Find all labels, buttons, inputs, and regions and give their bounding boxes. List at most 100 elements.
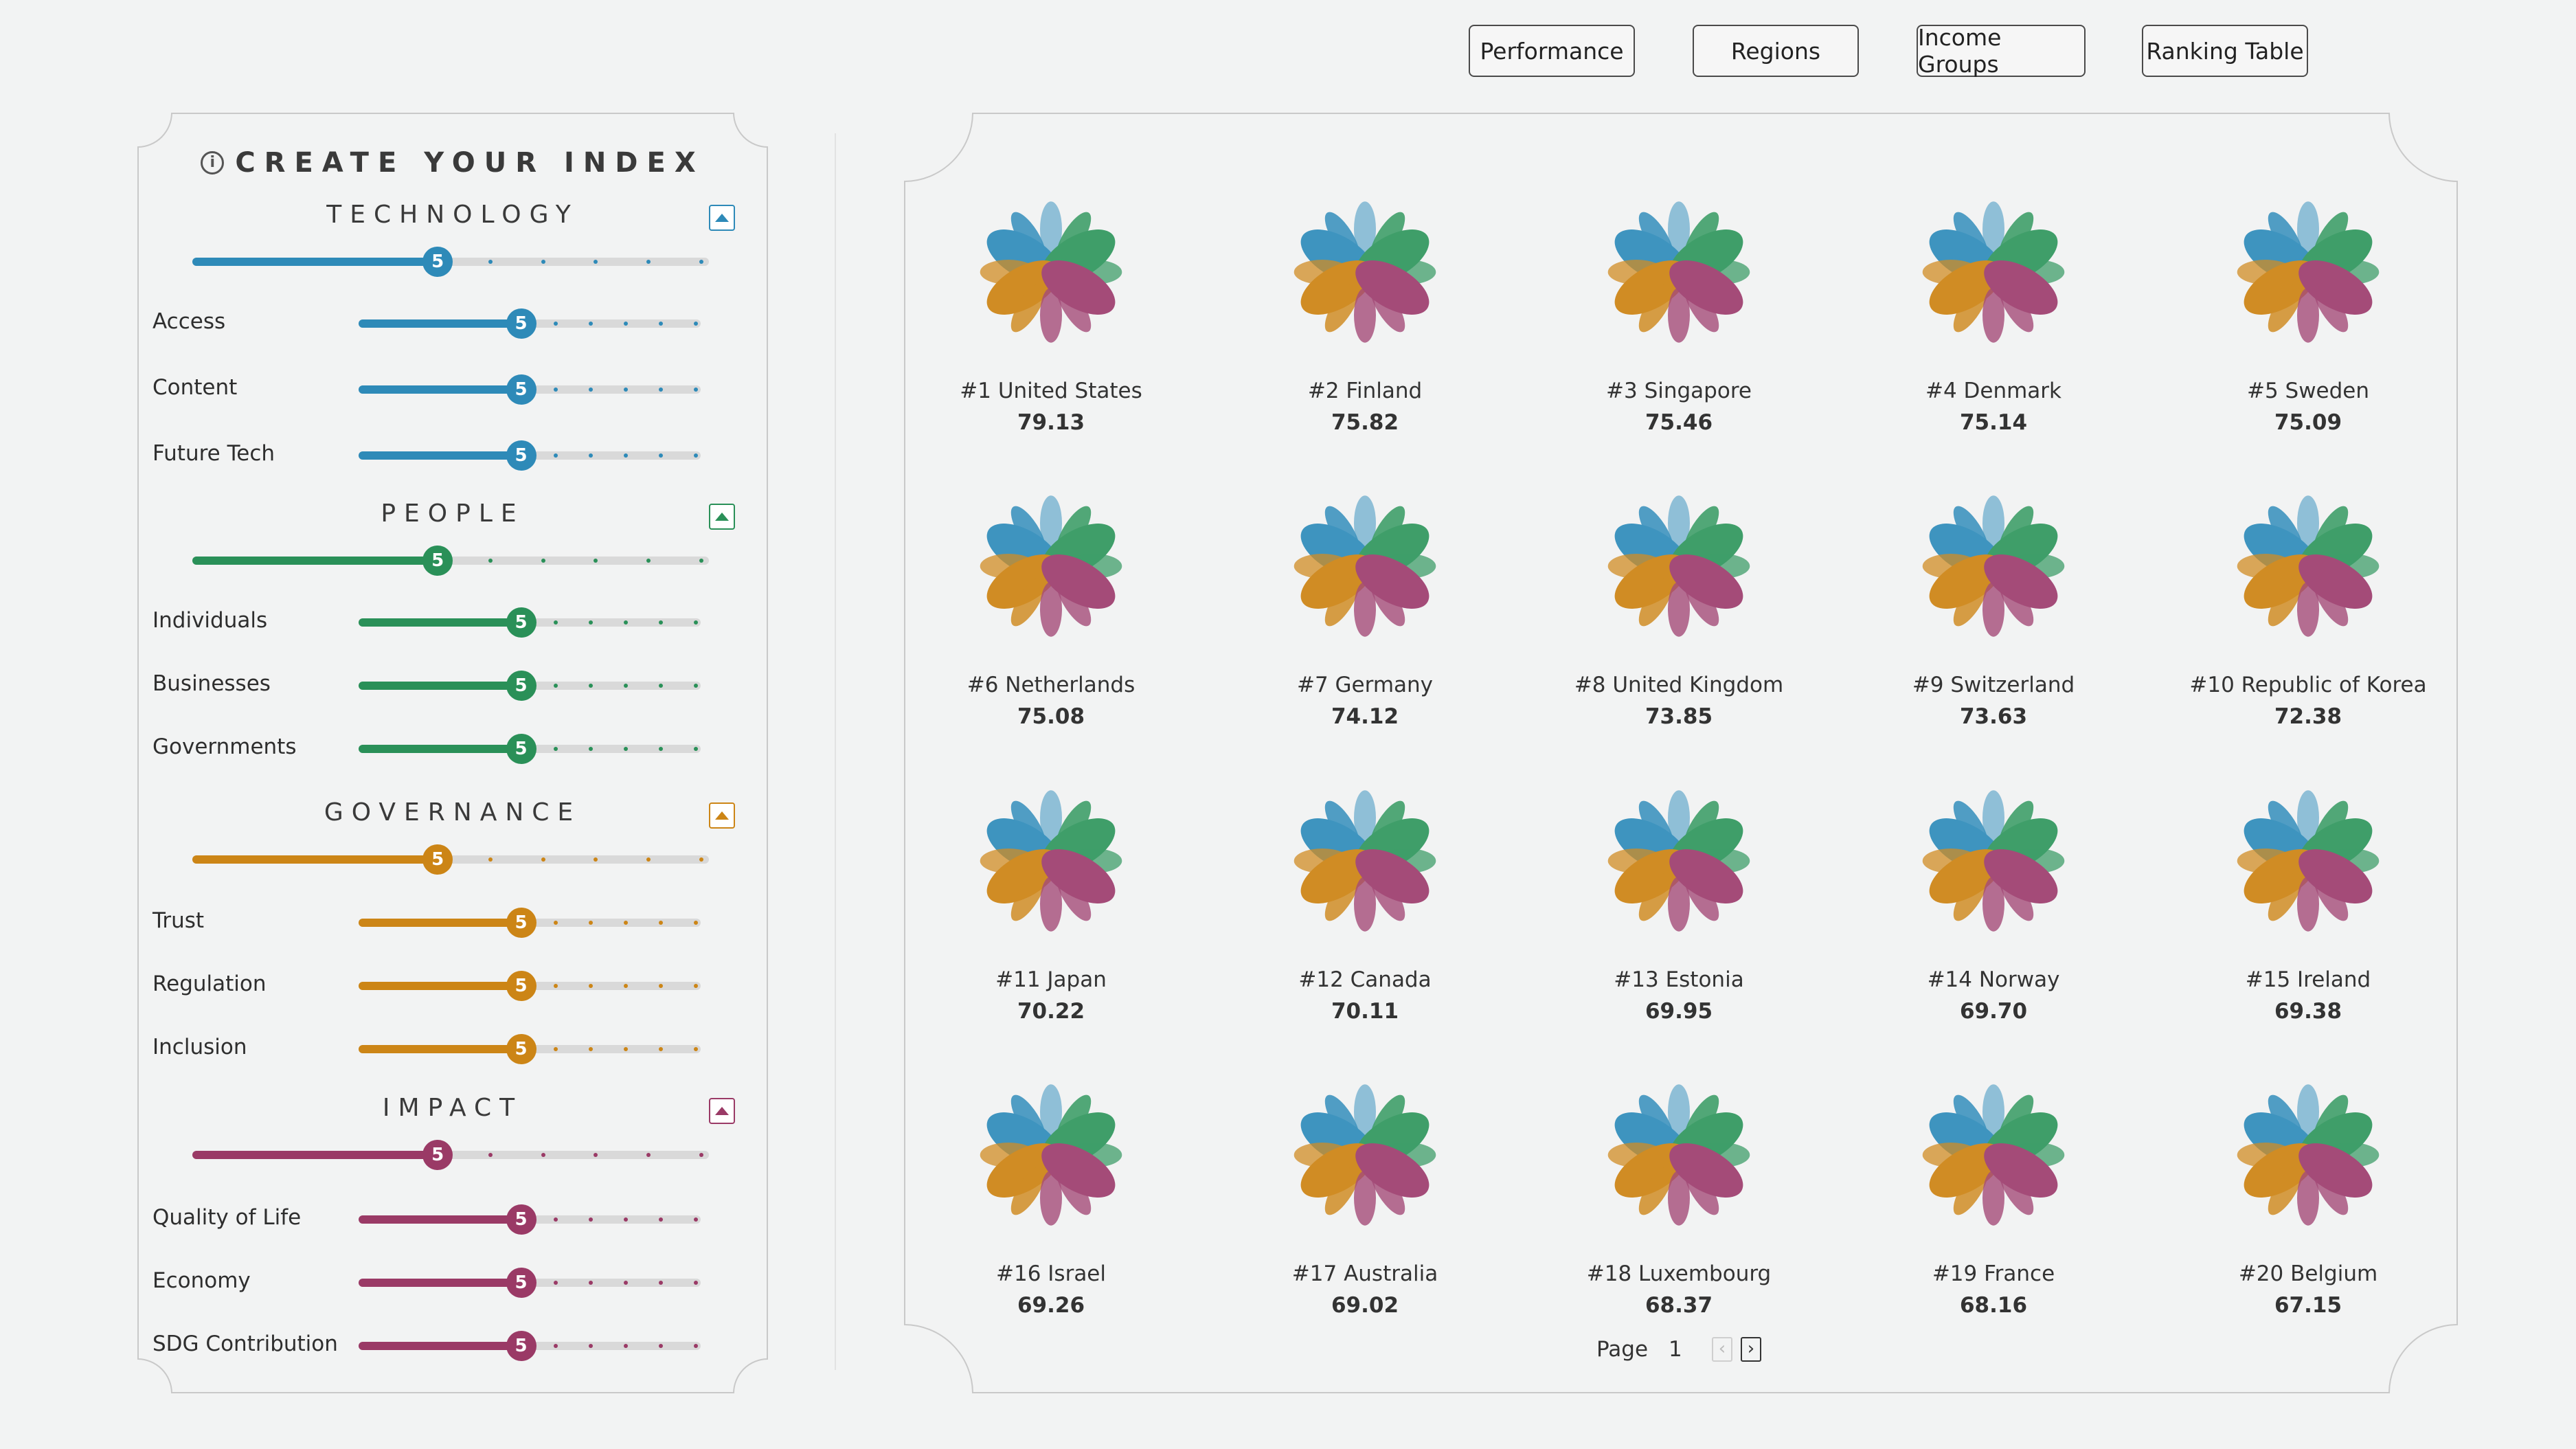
- slider-tick: [554, 684, 558, 688]
- slider-tick: [623, 984, 628, 988]
- slider-tick: [541, 857, 545, 862]
- slider-businesses[interactable]: 5: [359, 669, 701, 703]
- slider-tick: [699, 559, 703, 563]
- slider-tick: [589, 387, 594, 392]
- income-groups-button[interactable]: Income Groups: [1917, 24, 2086, 78]
- slider-tick: [658, 684, 663, 688]
- country-flower[interactable]: [1248, 751, 1482, 971]
- slider-trust[interactable]: 5: [359, 906, 701, 940]
- slider-knob[interactable]: 5: [506, 440, 536, 471]
- flower-petal-impact: [1982, 1170, 2004, 1226]
- slider-tick: [589, 984, 594, 988]
- slider-tick: [623, 1281, 628, 1285]
- regions-button[interactable]: Regions: [1693, 25, 1859, 77]
- ranking-table-button[interactable]: Ranking Table: [2142, 25, 2308, 77]
- slider-impact[interactable]: 5: [192, 1138, 709, 1172]
- country-flower[interactable]: [1562, 1045, 1796, 1265]
- country-flower[interactable]: [2191, 456, 2425, 676]
- slider-inclusion[interactable]: 5: [359, 1032, 701, 1066]
- slider-future-tech[interactable]: 5: [359, 438, 701, 473]
- slider-knob[interactable]: 5: [506, 1331, 536, 1361]
- slider-knob[interactable]: 5: [506, 734, 536, 764]
- page-number[interactable]: 1: [1669, 1337, 1682, 1362]
- slider-fill: [359, 319, 521, 328]
- country-flower[interactable]: [1248, 456, 1482, 676]
- slider-sdg-contribution[interactable]: 5: [359, 1329, 701, 1363]
- slider-knob[interactable]: 5: [422, 247, 453, 277]
- slider-tick: [589, 747, 594, 751]
- country-flower[interactable]: [2191, 162, 2425, 382]
- collapse-impact-icon[interactable]: [709, 1098, 735, 1124]
- collapse-governance-icon[interactable]: [709, 802, 735, 829]
- country-flower[interactable]: [1877, 456, 2110, 676]
- country-flower[interactable]: [1877, 1045, 2110, 1265]
- slider-tick: [488, 1153, 493, 1157]
- collapse-technology-icon[interactable]: [709, 205, 735, 231]
- slider-technology[interactable]: 5: [192, 245, 709, 279]
- country-name: #15 Ireland: [2245, 967, 2371, 992]
- slider-people[interactable]: 5: [192, 543, 709, 578]
- flower-petal-impact: [1669, 260, 1743, 315]
- slider-governments[interactable]: 5: [359, 732, 701, 766]
- slider-tick: [589, 453, 594, 458]
- country-flower[interactable]: [2191, 1045, 2425, 1265]
- slider-knob[interactable]: 5: [422, 844, 453, 875]
- slider-tick: [646, 260, 651, 264]
- slider-knob[interactable]: 5: [506, 908, 536, 938]
- slider-tick: [554, 921, 558, 925]
- slider-tick: [623, 1344, 628, 1348]
- flower-petal-impact: [1041, 1143, 1116, 1198]
- slider-tick: [488, 260, 493, 264]
- flower-petal-impact: [1354, 1170, 1376, 1226]
- country-score: 69.26: [1017, 1293, 1085, 1318]
- flower-petal-impact: [1041, 554, 1116, 609]
- slider-knob[interactable]: 5: [506, 671, 536, 701]
- country-flower[interactable]: [1562, 456, 1796, 676]
- slider-tick: [554, 1281, 558, 1285]
- flower-petal-governance: [1953, 1165, 1989, 1215]
- slider-knob[interactable]: 5: [506, 1034, 536, 1064]
- country-flower[interactable]: [1248, 162, 1482, 382]
- slider-access[interactable]: 5: [359, 306, 701, 341]
- next-page-icon[interactable]: ›: [1741, 1337, 1761, 1362]
- country-flower[interactable]: [1562, 751, 1796, 971]
- country-score: 75.09: [2274, 410, 2342, 435]
- country-flower[interactable]: [934, 1045, 1168, 1265]
- slider-knob[interactable]: 5: [422, 1140, 453, 1170]
- slider-governance[interactable]: 5: [192, 842, 709, 877]
- slider-knob[interactable]: 5: [506, 308, 536, 339]
- slider-economy[interactable]: 5: [359, 1266, 701, 1300]
- collapse-people-icon[interactable]: [709, 504, 735, 530]
- slider-regulation[interactable]: 5: [359, 969, 701, 1003]
- flower-petal-impact: [1984, 554, 2058, 609]
- country-name: #11 Japan: [995, 967, 1107, 992]
- country-flower[interactable]: [934, 456, 1168, 676]
- flower-petal-governance: [1010, 1165, 1046, 1215]
- slider-knob[interactable]: 5: [506, 971, 536, 1001]
- performance-button[interactable]: Performance: [1469, 25, 1635, 77]
- previous-page-icon[interactable]: ‹: [1712, 1337, 1732, 1362]
- slider-tick: [646, 857, 651, 862]
- slider-content[interactable]: 5: [359, 372, 701, 407]
- country-flower[interactable]: [1248, 1045, 1482, 1265]
- country-score: 73.85: [1645, 704, 1713, 729]
- country-flower[interactable]: [934, 751, 1168, 971]
- slider-knob[interactable]: 5: [506, 374, 536, 405]
- country-flower[interactable]: [1877, 162, 2110, 382]
- flower-petal-technology: [2297, 201, 2320, 257]
- flower-petal-governance: [2268, 282, 2303, 333]
- slider-knob[interactable]: 5: [506, 1204, 536, 1235]
- slider-knob[interactable]: 5: [506, 1268, 536, 1298]
- info-icon[interactable]: i: [201, 151, 225, 175]
- slider-quality-of-life[interactable]: 5: [359, 1202, 701, 1237]
- triangle-up-icon: [715, 214, 729, 222]
- country-flower[interactable]: [934, 162, 1168, 382]
- flower-petal-impact: [1668, 287, 1690, 343]
- slider-knob[interactable]: 5: [506, 607, 536, 638]
- country-flower[interactable]: [2191, 751, 2425, 971]
- country-flower[interactable]: [1877, 751, 2110, 971]
- slider-knob[interactable]: 5: [422, 546, 453, 576]
- country-flower[interactable]: [1562, 162, 1796, 382]
- slider-tick: [594, 559, 598, 563]
- slider-individuals[interactable]: 5: [359, 605, 701, 640]
